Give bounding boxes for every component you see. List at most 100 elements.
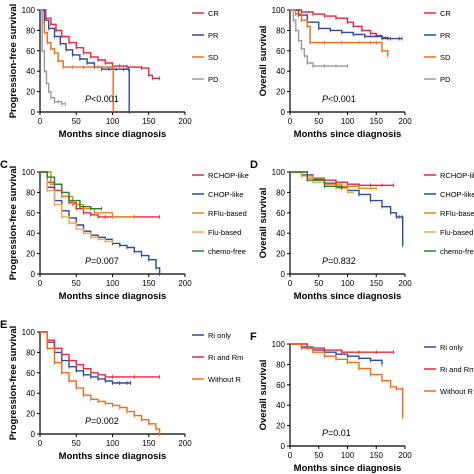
legend-entry: CR (440, 9, 451, 18)
p-value-symbol: P (85, 94, 91, 104)
x-axis-label: Months since diagnosis (59, 291, 167, 302)
y-tick-label: 40 (276, 67, 285, 76)
x-axis-label: Months since diagnosis (59, 451, 167, 462)
legend-entry: PD (208, 75, 219, 84)
x-tick-label: 150 (370, 279, 384, 288)
x-axis-label: Months since diagnosis (294, 291, 402, 302)
y-tick-label: 100 (22, 328, 36, 337)
p-value-label: P<0.001 (322, 94, 356, 104)
legend-entry: RFlu-based (208, 209, 247, 218)
legend-entry: RCHOP-like (208, 171, 249, 180)
series-line-ri-and-rm (290, 343, 394, 353)
y-tick-label: 0 (281, 108, 286, 117)
legend-entry: chemo-free (440, 247, 474, 256)
y-tick-label: 80 (276, 26, 285, 35)
y-tick-label: 40 (26, 67, 35, 76)
y-tick-label: 40 (276, 229, 285, 238)
p-value-symbol: P (322, 428, 328, 438)
legend-entry: Flu-based (440, 228, 473, 237)
y-tick-label: 0 (281, 270, 286, 279)
y-tick-label: 80 (276, 188, 285, 197)
y-axis-label: Overall survival (258, 26, 269, 97)
y-tick-label: 100 (272, 340, 286, 349)
legend-entry: Ri and Rm (208, 353, 243, 362)
series-line-rflu-based (40, 171, 135, 218)
y-tick-label: 100 (22, 6, 36, 15)
y-tick-label: 80 (26, 348, 35, 357)
series-line-rchop-like (40, 171, 160, 218)
y-tick-label: 20 (26, 410, 35, 419)
y-tick-label: 0 (31, 430, 36, 439)
y-tick-label: 80 (26, 188, 35, 197)
x-tick-label: 100 (341, 117, 355, 126)
p-value-number: =0.007 (91, 256, 119, 266)
series-line-ri-and-rm (40, 331, 160, 378)
series-line-pr (290, 9, 403, 40)
y-tick-label: 100 (22, 168, 36, 177)
p-value-label: P=0.832 (322, 256, 356, 266)
x-tick-label: 100 (106, 117, 120, 126)
legend-entry: SD (208, 53, 219, 62)
p-value-number: =0.832 (328, 256, 356, 266)
y-tick-label: 20 (276, 88, 285, 97)
x-tick-label: 200 (178, 439, 192, 448)
x-tick-label: 50 (314, 117, 323, 126)
x-tick-label: 0 (38, 439, 43, 448)
x-tick-label: 150 (370, 117, 384, 126)
p-value-number: <0.001 (328, 94, 356, 104)
y-axis-label: Overall survival (258, 188, 269, 259)
y-axis-label: Progression-free survival (8, 166, 19, 281)
legend-entry: SD (440, 53, 451, 62)
x-tick-label: 150 (142, 439, 156, 448)
x-tick-label: 200 (398, 451, 412, 460)
series-line-chemo-free (40, 171, 102, 210)
x-tick-label: 0 (38, 279, 43, 288)
panel-letter: D (250, 159, 258, 171)
y-tick-label: 20 (26, 250, 35, 259)
series-line-pd (290, 9, 348, 67)
y-axis-label: Overall survival (258, 360, 269, 431)
chart-panel-6: 0 20 40 60 80 100 0 50 100 150 200 Months since dia… (250, 331, 474, 474)
series-line-cr (290, 9, 391, 40)
chart-panel-3: 0 20 40 60 80 100 0 50 100 150 200 Months since dia… (0, 159, 249, 302)
y-tick-label: 60 (276, 209, 285, 218)
p-value-symbol: P (322, 256, 328, 266)
series-line-sd (290, 9, 389, 56)
p-value-number: <0.001 (91, 94, 119, 104)
p-value-symbol: P (322, 94, 328, 104)
chart-panel-5: 0 20 40 60 80 100 0 50 100 150 200 Months since dia… (0, 319, 243, 462)
y-tick-label: 40 (26, 389, 35, 398)
y-tick-label: 80 (26, 26, 35, 35)
legend-entry: CHOP-like (440, 190, 474, 199)
y-tick-label: 0 (31, 270, 36, 279)
x-tick-label: 100 (106, 439, 120, 448)
legend-entry: CR (208, 9, 219, 18)
series-line-rchop-like (290, 171, 394, 186)
legend: RCHOP-like CHOP-like RFlu-based Flu-based ch… (424, 171, 474, 256)
p-value-number: =0.01 (328, 428, 351, 438)
chart-panel-2: 0 20 40 60 80 100 0 50 100 150 200 Months since dia… (258, 6, 451, 140)
y-tick-label: 0 (281, 442, 286, 451)
x-axis-label: Months since diagnosis (59, 129, 167, 140)
x-tick-label: 200 (398, 117, 412, 126)
p-value-symbol: P (85, 416, 91, 426)
x-tick-label: 200 (398, 279, 412, 288)
legend: Ri only Ri and Rm Without R (424, 343, 474, 396)
y-tick-label: 60 (26, 47, 35, 56)
x-tick-label: 100 (106, 279, 120, 288)
x-tick-label: 50 (314, 279, 323, 288)
x-tick-label: 150 (142, 279, 156, 288)
x-tick-label: 0 (288, 451, 293, 460)
y-tick-label: 40 (26, 229, 35, 238)
y-tick-label: 60 (26, 209, 35, 218)
x-axis-label: Months since diagnosis (294, 463, 402, 474)
x-tick-label: 150 (370, 451, 384, 460)
x-tick-label: 200 (178, 279, 192, 288)
x-tick-label: 0 (288, 117, 293, 126)
x-tick-label: 0 (288, 279, 293, 288)
x-tick-label: 50 (314, 451, 323, 460)
p-value-symbol: P (85, 256, 91, 266)
x-tick-label: 100 (341, 451, 355, 460)
p-value-label: P=0.007 (85, 256, 119, 266)
